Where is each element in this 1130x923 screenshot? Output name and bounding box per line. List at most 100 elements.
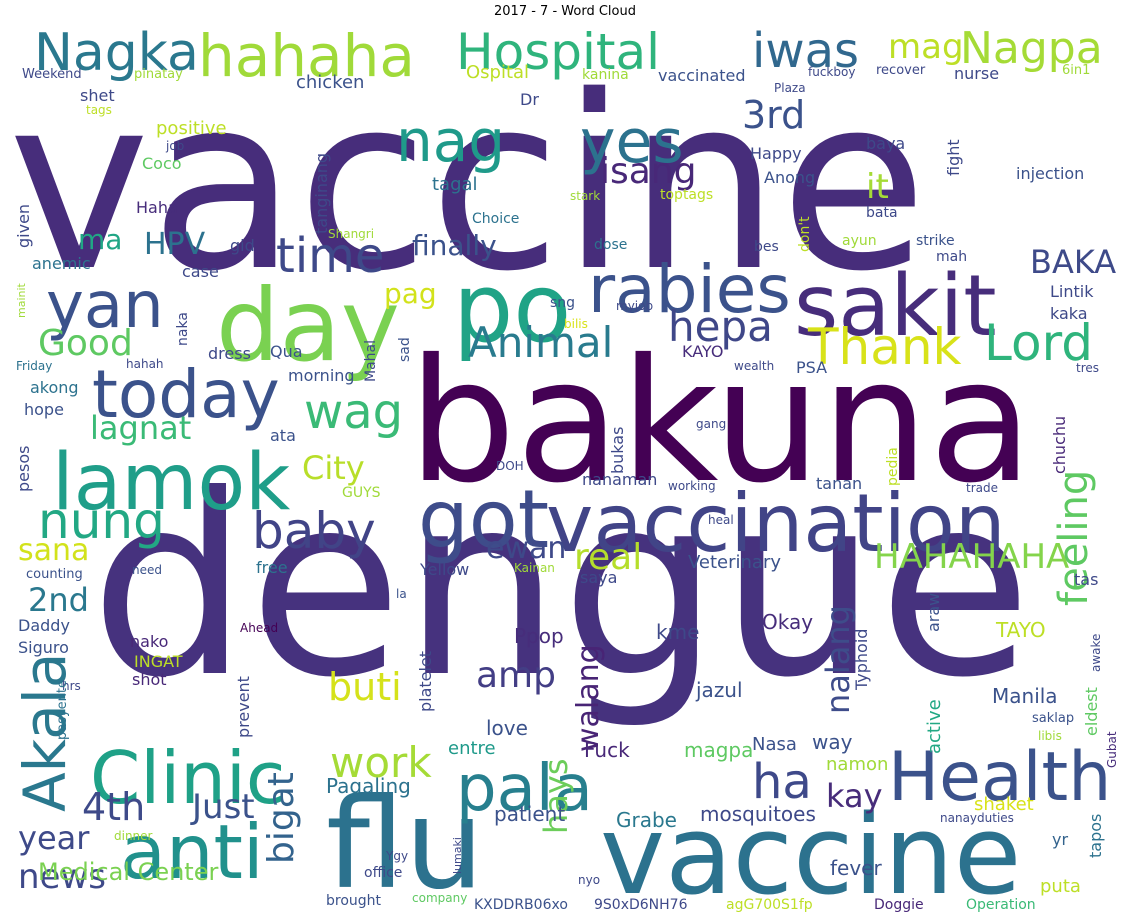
word-active: active: [924, 699, 945, 754]
word-vaccination: vaccination: [546, 477, 1006, 570]
word-nako: nako: [130, 632, 169, 651]
word-city: City: [302, 449, 365, 487]
word-isang: isang: [600, 151, 697, 192]
word-gid: gid: [230, 236, 255, 255]
word-ayun: ayun: [842, 233, 877, 249]
word-siguro: Siguro: [18, 638, 69, 657]
word-ppop: Ppop: [514, 624, 564, 648]
word-gubat: Gubat: [1105, 731, 1119, 768]
word-chicken: chicken: [296, 72, 365, 93]
word-baka: BAKA: [1030, 243, 1117, 281]
word-fuckboy: fuckboy: [808, 65, 856, 79]
word-year: year: [18, 819, 90, 857]
word-typhoid: Typhoid: [852, 628, 871, 690]
word-positive: positive: [156, 118, 227, 139]
word-animal: Animal: [468, 318, 614, 367]
word-shot: shot: [132, 670, 167, 689]
word-hrs: hrs: [62, 679, 81, 693]
word-qua: Qua: [270, 342, 303, 361]
word-namon: namon: [826, 754, 889, 775]
word-dont: don't: [797, 216, 813, 252]
word-hope: hope: [24, 400, 64, 419]
word-bukas: bukas: [608, 426, 627, 474]
word-yr: yr: [1052, 830, 1069, 849]
word-doggie: Doggie: [874, 897, 924, 913]
word-shaket: shaket: [974, 794, 1034, 815]
word-choice: Choice: [472, 211, 520, 227]
word-magpa: magpa: [684, 738, 754, 762]
word-nagpa: Nagpa: [960, 23, 1103, 74]
word-yellow: Yellow: [420, 560, 470, 579]
word-guys: GUYS: [342, 485, 381, 501]
word-entre: entre: [448, 738, 496, 759]
word-hahah: hahah: [126, 357, 164, 371]
word-working: working: [668, 479, 716, 493]
word-awake: awake: [1089, 633, 1103, 672]
word-shangri: Shangri: [328, 227, 375, 241]
word-doh: DOH: [496, 459, 524, 473]
word-cloud: vaccine dengue bakuna flu vaccine vaccin…: [8, 22, 1122, 917]
word-baby: baby: [252, 502, 376, 560]
word-mainit: mainit: [15, 283, 28, 318]
word-kainan: Kainan: [514, 561, 555, 575]
word-baya: baya: [866, 134, 906, 153]
word-lagnat: lagnat: [90, 409, 192, 447]
word-vaccinated: vaccinated: [658, 66, 746, 85]
word-tapos: tapos: [1086, 813, 1105, 858]
word-saya: saya: [580, 568, 618, 587]
word-time: time: [276, 228, 385, 284]
word-puta: puta: [1040, 876, 1081, 897]
word-okay: Okay: [762, 610, 814, 634]
word-iwas: iwas: [752, 23, 860, 79]
word-shet: shet: [80, 86, 115, 105]
word-strike: strike: [916, 233, 955, 249]
word-lumaki: lumaki: [451, 837, 464, 874]
word-mosquitoes: mosquitoes: [700, 802, 816, 826]
word-psa: PSA: [796, 358, 828, 377]
word-sana: sana: [18, 533, 90, 568]
word-vaccine-large: vaccine: [8, 44, 928, 324]
word-kxddrb06xo: KXDDRB06xo: [474, 897, 568, 913]
word-jazul: jazul: [696, 678, 743, 702]
word-akong: akong: [30, 378, 79, 397]
word-hahahaha: HAHAHAHA: [874, 537, 1070, 577]
word-bes: bes: [754, 239, 779, 255]
word-company: company: [412, 891, 468, 905]
word-veterinary: Veterinary: [688, 552, 782, 573]
word-fight: fight: [944, 139, 963, 176]
word-mag: mag: [888, 27, 964, 67]
word-naka: naka: [175, 312, 191, 346]
word-agg700s1fp: agG700S1fp: [726, 897, 813, 913]
word-trade: trade: [966, 481, 998, 495]
word-dress: dress: [208, 344, 251, 363]
word-injection: injection: [1016, 164, 1085, 183]
word-chuchu: chuchu: [1050, 415, 1069, 474]
word-free: free: [256, 558, 288, 577]
word-tagal: tagal: [432, 174, 478, 195]
word-3rd: 3rd: [742, 93, 806, 137]
word-tayo: TAYO: [996, 618, 1046, 642]
word-dengue: dengue: [90, 441, 1032, 732]
word-bilis: bilis: [564, 317, 588, 331]
word-brought: brought: [326, 893, 382, 909]
word-wealth: wealth: [734, 359, 775, 373]
word-clinic: Clinic: [90, 736, 286, 820]
word-9s0xd6nh76: 9S0xD6NH76: [594, 897, 688, 913]
word-pasyente: pasyente: [55, 679, 70, 740]
word-bigat: bigat: [261, 772, 302, 864]
word-counting: counting: [26, 567, 83, 582]
word-it: it: [866, 167, 889, 207]
word-sng: sng: [550, 295, 576, 311]
word-buti: buti: [328, 665, 402, 709]
word-anti: anti: [120, 808, 264, 896]
word-mah: mah: [936, 249, 968, 265]
word-tres: tres: [1076, 361, 1100, 375]
word-anong: Anong: [764, 168, 816, 187]
word-tas: tas: [1074, 570, 1099, 589]
word-today: today: [92, 356, 280, 433]
word-operation: Operation: [966, 897, 1036, 913]
word-heal: heal: [708, 513, 734, 527]
word-good: Good: [38, 323, 133, 364]
word-haha: Haha: [136, 198, 178, 217]
word-amp: amp: [476, 655, 556, 696]
